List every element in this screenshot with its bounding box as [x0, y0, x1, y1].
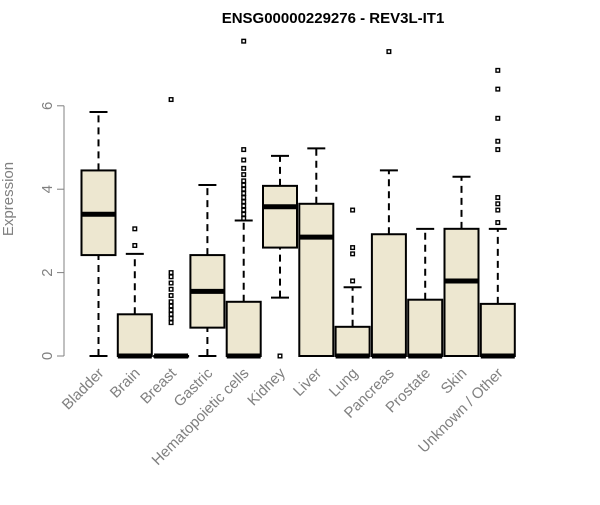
outlier-point: [241, 195, 247, 201]
outlier-point: [168, 320, 174, 326]
box-prostate: [407, 227, 444, 359]
x-tick-label: Kidney: [244, 364, 289, 409]
outlier-point: [132, 242, 138, 248]
outlier-point: [495, 115, 501, 121]
iqr-box: [370, 233, 407, 357]
outlier-point: [241, 147, 247, 153]
iqr-box: [407, 298, 444, 357]
outlier-point: [277, 353, 283, 359]
outlier-point: [495, 138, 501, 144]
iqr-box: [298, 202, 335, 357]
box-unknown-other: [479, 67, 516, 359]
outlier-point: [495, 86, 501, 92]
box-pancreas: [370, 49, 407, 359]
outlier-point: [350, 251, 356, 257]
box-kidney: [262, 154, 298, 359]
outlier-point: [168, 307, 174, 313]
outlier-point: [132, 226, 138, 232]
outlier-point: [168, 311, 174, 317]
outlier-point: [168, 315, 174, 321]
outlier-point: [386, 49, 392, 55]
outlier-point: [241, 178, 247, 184]
outlier-point: [495, 67, 501, 73]
outlier-point: [168, 97, 174, 103]
y-axis: 0 2 4 6: [39, 102, 65, 360]
boxes-group: [80, 38, 516, 359]
y-tick-label: 6: [39, 102, 56, 110]
x-tick-label: Skin: [438, 365, 471, 398]
box-skin: [443, 175, 480, 357]
outlier-point: [168, 299, 174, 305]
outlier-point: [241, 172, 247, 178]
outlier-point: [241, 186, 247, 192]
x-tick-label: Liver: [290, 365, 325, 400]
outlier-point: [168, 293, 174, 299]
outlier-point: [241, 203, 247, 209]
iqr-box: [334, 325, 371, 357]
outlier-point: [350, 245, 356, 251]
iqr-box: [479, 302, 516, 357]
y-tick-label: 4: [39, 185, 56, 193]
outlier-point: [241, 190, 247, 196]
outlier-point: [241, 215, 247, 221]
outlier-point: [241, 165, 247, 171]
iqr-box: [116, 313, 153, 357]
y-axis-label: Expression: [0, 162, 17, 236]
box-breast: [153, 97, 190, 359]
outlier-point: [241, 211, 247, 217]
outlier-point: [168, 303, 174, 309]
outlier-point: [168, 280, 174, 286]
outlier-point: [350, 207, 356, 213]
outlier-point: [495, 201, 501, 207]
box-bladder: [80, 111, 117, 357]
outlier-point: [241, 182, 247, 188]
outlier-point: [241, 38, 247, 44]
box-lung: [334, 207, 371, 359]
iqr-box: [443, 227, 480, 357]
outlier-point: [168, 286, 174, 292]
outlier-point: [350, 278, 356, 284]
outlier-point: [241, 199, 247, 205]
outlier-point: [495, 147, 501, 153]
x-tick-label: Bladder: [59, 365, 108, 414]
y-tick-label: 0: [39, 352, 56, 360]
box-gastric: [189, 184, 226, 357]
y-tick-label: 2: [39, 268, 56, 276]
box-hematopoietic-cells: [225, 38, 262, 359]
iqr-box: [225, 300, 262, 358]
chart-title: ENSG00000229276 - REV3L-IT1: [222, 10, 445, 27]
box-brain: [116, 226, 153, 359]
outlier-point: [495, 220, 501, 226]
iqr-box: [262, 184, 298, 249]
outlier-point: [168, 274, 174, 280]
box-liver: [298, 147, 335, 357]
outlier-point: [495, 207, 501, 213]
outlier-point: [168, 270, 174, 276]
outlier-point: [241, 207, 247, 213]
outlier-point: [495, 195, 501, 201]
outlier-point: [241, 157, 247, 163]
